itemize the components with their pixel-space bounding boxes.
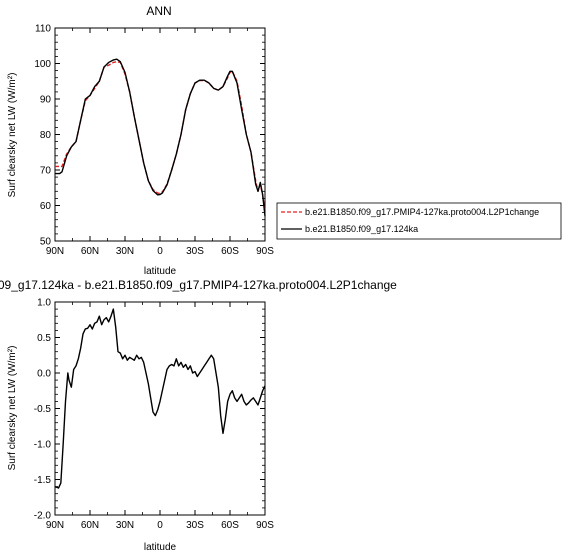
bottom-series-line-1 <box>54 308 266 489</box>
top-ytick-label-60: 60 <box>40 201 52 212</box>
top-ytick-label-110: 110 <box>35 24 51 35</box>
bottom-yaxis-label: Surf clearsky net LW (W/m²) <box>7 346 18 471</box>
top-series-line-1 <box>55 61 266 213</box>
top-xaxis-label: latitude <box>144 266 177 277</box>
top-xtick-label-90s: 90S <box>256 246 274 257</box>
top-yaxis-label: Surf clearsky net LW (W/m²) <box>7 73 18 198</box>
top-plot-area: 90N 60N 30N 0 30S 60S 90S 50 60 70 80 90 100 110 <box>34 24 274 258</box>
top-chart-panel: ANN 90N 60N 30N 0 30S 60S 90S5060708090100110 … <box>7 4 274 277</box>
bottom-xtick-label-60s: 60S <box>221 520 239 531</box>
legend: b.e21.B1850.f09_g17.PMIP4-127ka.proto004… <box>276 202 562 240</box>
top-xtick-label-60s: 60S <box>221 246 239 257</box>
top-xtick-label-30s: 30S <box>186 246 204 257</box>
legend-label-series-2: b.e21.B1850.f09_g17.124ka <box>305 224 418 234</box>
top-xtick-label-0: 0 <box>157 246 163 257</box>
top-ytick-label-50: 50 <box>40 237 52 248</box>
bottom-ytick-label-2-0: -2.0 <box>34 511 52 522</box>
bottom-plot-frame <box>54 301 266 516</box>
legend-box <box>276 202 562 240</box>
bottom-chart-title: b.e21.B1850.f09_g17.124ka - b.e21.B1850.… <box>0 278 397 292</box>
bottom-ytick-label-0-5: 0.5 <box>37 333 51 344</box>
legend-label-series-1: b.e21.B1850.f09_g17.PMIP4-127ka.proto004… <box>305 207 539 217</box>
top-ytick-label-90: 90 <box>40 95 52 106</box>
bottom-ytick-label-0-5: -0.5 <box>34 404 52 415</box>
top-ytick-label-70: 70 <box>40 166 52 177</box>
top-xtick-label-60n: 60N <box>81 246 99 257</box>
top-ytick-label-100: 100 <box>34 59 51 70</box>
bottom-xtick-label-30s: 30S <box>186 520 204 531</box>
bottom-ytick-label-0-0: 0.0 <box>37 369 51 380</box>
top-series-line-2 <box>55 58 266 217</box>
bottom-ytick-label-1-0: 1.0 <box>37 298 51 309</box>
bottom-xtick-label-90n: 90N <box>46 520 64 531</box>
bottom-xtick-label-90s: 90S <box>256 520 274 531</box>
bottom-xaxis-label: latitude <box>144 542 177 553</box>
top-xtick-label-90n: 90N <box>46 246 64 257</box>
top-xtick-label-30n: 30N <box>116 246 134 257</box>
bottom-ytick-label-1-5: -1.5 <box>34 475 52 486</box>
bottom-xtick-label-60n: 60N <box>81 520 99 531</box>
top-ytick-label-80: 80 <box>40 130 52 141</box>
bottom-chart-panel: b.e21.B1850.f09_g17.124ka - b.e21.B1850.… <box>0 278 397 553</box>
bottom-ytick-label-1-0: -1.0 <box>34 440 52 451</box>
bottom-xtick-label-0: 0 <box>157 520 163 531</box>
bottom-xtick-label-30n: 30N <box>116 520 134 531</box>
top-plot-frame <box>54 27 266 242</box>
bottom-plot-area: 90N 60N 30N 0 30S 60S 90S -2.0 -1.5 -1.0 -0.5 0.0 0.… <box>34 298 274 532</box>
top-chart-title: ANN <box>146 4 171 18</box>
